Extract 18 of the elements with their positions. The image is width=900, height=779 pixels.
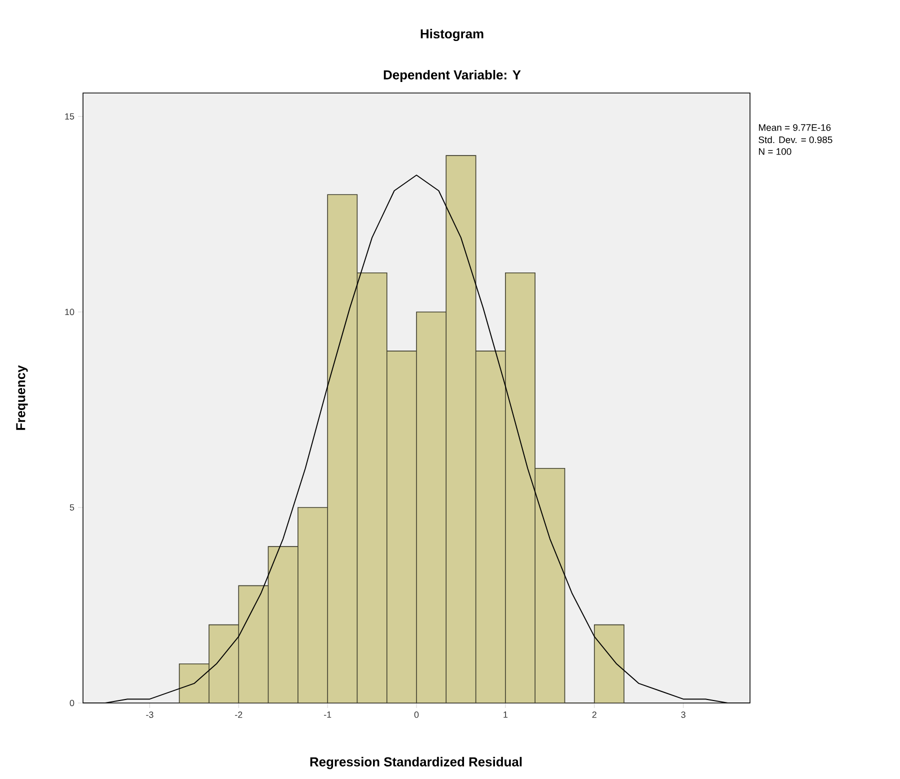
x-tick-label: 0 [414, 712, 419, 718]
y-tick-label: 0 [70, 700, 74, 706]
x-tick-label: 3 [681, 712, 686, 718]
x-tick-label: -1 [324, 712, 332, 718]
y-axis-title: Frequency [16, 365, 28, 430]
text: N = 100 [758, 148, 792, 155]
y-tick-label: 10 [65, 308, 74, 316]
x-tick-label: 1 [504, 712, 508, 718]
chart-subtitle: Dependent Variable: Y [384, 70, 521, 82]
y-tick-label: 5 [70, 504, 74, 511]
x-tick-label: -3 [146, 712, 154, 718]
text: Std. Dev. = 0.985 [758, 136, 832, 144]
x-tick-label: -2 [235, 712, 242, 718]
x-axis-title: Regression Standardized Residual [310, 756, 522, 770]
text: Mean = 9.77E-16 [758, 124, 831, 131]
chart-title: Histogram [420, 28, 484, 42]
y-tick-label: 15 [65, 113, 74, 120]
x-tick-label: 2 [592, 712, 596, 718]
